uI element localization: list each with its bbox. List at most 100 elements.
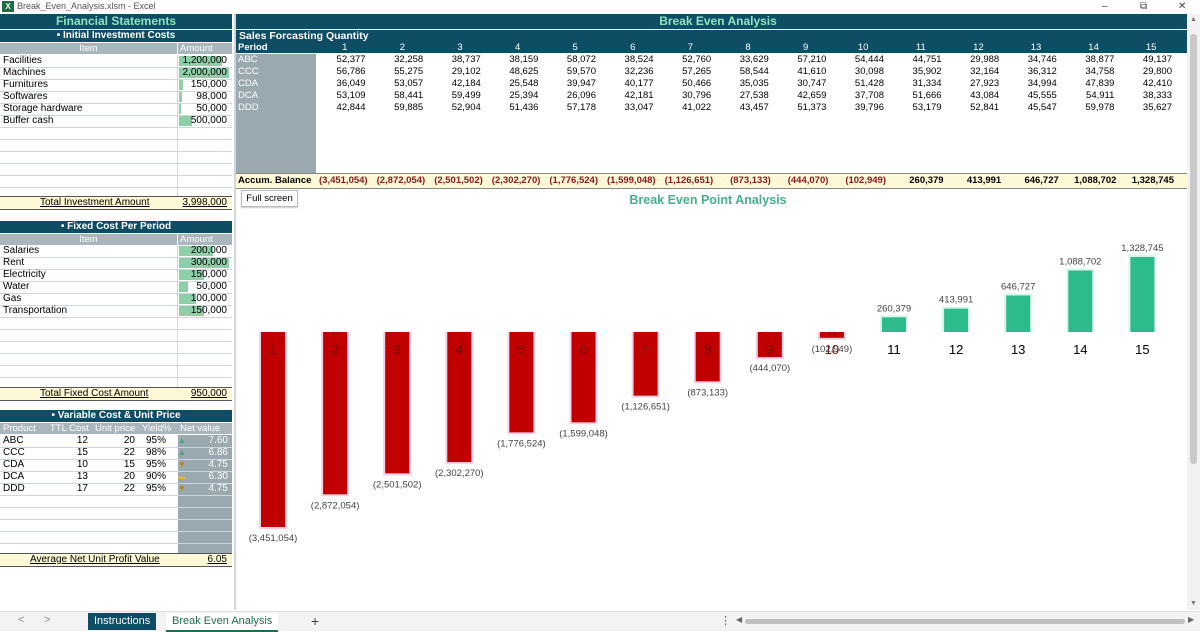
forecast-value[interactable]: 38,159 [509, 54, 539, 65]
tab-break-even-analysis[interactable]: Break Even Analysis [166, 613, 279, 632]
col-yield: Yield% [142, 423, 172, 434]
forecast-value[interactable]: 35,035 [739, 78, 769, 89]
forecast-value[interactable]: 59,570 [566, 66, 596, 77]
scroll-down-icon[interactable]: ▼ [1190, 600, 1197, 607]
forecast-value[interactable]: 44,751 [912, 54, 942, 65]
forecast-value[interactable]: 32,258 [394, 54, 424, 65]
forecast-value[interactable]: 41,610 [797, 66, 827, 77]
forecast-value[interactable]: 57,178 [566, 102, 596, 113]
horizontal-scroll-thumb[interactable] [745, 619, 1185, 624]
forecast-value[interactable]: 59,499 [451, 90, 481, 101]
forecast-value[interactable]: 25,394 [509, 90, 539, 101]
forecast-value[interactable]: 53,109 [336, 90, 366, 101]
forecast-value[interactable]: 45,555 [1027, 90, 1057, 101]
scroll-right-icon[interactable]: ▶ [1188, 615, 1195, 624]
full-screen-button[interactable]: Full screen [241, 190, 298, 207]
forecast-value[interactable]: 53,057 [394, 78, 424, 89]
forecast-value[interactable]: 52,841 [970, 102, 1000, 113]
forecast-value[interactable]: 29,988 [970, 54, 1000, 65]
forecast-value[interactable]: 32,164 [970, 66, 1000, 77]
forecast-value[interactable]: 58,441 [394, 90, 424, 101]
fixed-item-name: Gas [3, 293, 22, 304]
forecast-value[interactable]: 36,312 [1027, 66, 1057, 77]
forecast-value[interactable]: 31,334 [912, 78, 942, 89]
forecast-value[interactable]: 42,410 [1142, 78, 1172, 89]
forecast-value[interactable]: 38,877 [1085, 54, 1115, 65]
forecast-value[interactable]: 52,904 [451, 102, 481, 113]
forecast-value[interactable]: 59,978 [1085, 102, 1115, 113]
forecast-value[interactable]: 47,839 [1085, 78, 1115, 89]
forecast-value[interactable]: 42,659 [797, 90, 827, 101]
forecast-value[interactable]: 57,210 [797, 54, 827, 65]
scroll-up-icon[interactable]: ▲ [1190, 16, 1197, 23]
forecast-value[interactable]: 42,181 [624, 90, 654, 101]
period-header: 14 [1088, 42, 1099, 53]
forecast-value[interactable]: 58,544 [739, 66, 769, 77]
forecast-value[interactable]: 32,236 [624, 66, 654, 77]
forecast-value[interactable]: 30,796 [682, 90, 712, 101]
forecast-value[interactable]: 58,072 [566, 54, 596, 65]
forecast-value[interactable]: 43,084 [970, 90, 1000, 101]
forecast-value[interactable]: 48,625 [509, 66, 539, 77]
prev-sheet-icon[interactable]: < [18, 614, 25, 626]
forecast-value[interactable]: 40,177 [624, 78, 654, 89]
close-button[interactable]: ✕ [1178, 1, 1187, 12]
forecast-value[interactable]: 34,746 [1027, 54, 1057, 65]
forecast-value[interactable]: 56,786 [336, 66, 366, 77]
forecast-value[interactable]: 29,102 [451, 66, 481, 77]
forecast-value[interactable]: 50,466 [682, 78, 712, 89]
forecast-value[interactable]: 34,994 [1027, 78, 1057, 89]
add-sheet-icon[interactable]: + [311, 613, 320, 629]
next-sheet-icon[interactable]: > [44, 614, 51, 626]
tab-instructions[interactable]: Instructions [88, 613, 157, 630]
forecast-value[interactable]: 30,747 [797, 78, 827, 89]
forecast-value[interactable]: 29,800 [1142, 66, 1172, 77]
forecast-value[interactable]: 49,137 [1142, 54, 1172, 65]
forecast-value[interactable]: 45,547 [1027, 102, 1057, 113]
minimize-button[interactable]: – [1102, 1, 1108, 12]
forecast-value[interactable]: 33,047 [624, 102, 654, 113]
forecast-value[interactable]: 38,737 [451, 54, 481, 65]
forecast-value[interactable]: 52,377 [336, 54, 366, 65]
forecast-value[interactable]: 59,885 [394, 102, 424, 113]
forecast-value[interactable]: 26,096 [566, 90, 596, 101]
forecast-value[interactable]: 41,022 [682, 102, 712, 113]
forecast-value[interactable]: 51,666 [912, 90, 942, 101]
forecast-value[interactable]: 42,184 [451, 78, 481, 89]
data-label: 260,379 [877, 303, 911, 314]
forecast-value[interactable]: 51,373 [797, 102, 827, 113]
cell-separator [177, 127, 178, 139]
forecast-value[interactable]: 35,627 [1142, 102, 1172, 113]
accum-balance-value: 1,328,745 [1131, 175, 1174, 186]
forecast-value[interactable]: 39,947 [566, 78, 596, 89]
restore-button[interactable]: ⧉ [1140, 1, 1148, 12]
forecast-value[interactable]: 51,436 [509, 102, 539, 113]
forecast-value[interactable]: 35,902 [912, 66, 942, 77]
forecast-value[interactable]: 43,457 [739, 102, 769, 113]
amount-databar [179, 56, 222, 66]
forecast-value[interactable]: 52,760 [682, 54, 712, 65]
forecast-value[interactable]: 53,179 [912, 102, 942, 113]
forecast-value[interactable]: 33,629 [739, 54, 769, 65]
vertical-scroll-thumb[interactable] [1190, 34, 1197, 464]
forecast-value[interactable]: 51,428 [854, 78, 884, 89]
forecast-value[interactable]: 54,444 [854, 54, 884, 65]
forecast-value[interactable]: 37,708 [854, 90, 884, 101]
forecast-value[interactable]: 25,548 [509, 78, 539, 89]
forecast-value[interactable]: 36,049 [336, 78, 366, 89]
forecast-value[interactable]: 34,758 [1085, 66, 1115, 77]
forecast-value[interactable]: 57,265 [682, 66, 712, 77]
forecast-value[interactable]: 39,796 [854, 102, 884, 113]
window-title: Break_Even_Analysis.xlsm - Excel [17, 1, 156, 11]
forecast-value[interactable]: 38,524 [624, 54, 654, 65]
vertical-scrollbar[interactable]: ▲ ▼ [1187, 14, 1200, 610]
forecast-value[interactable]: 27,538 [739, 90, 769, 101]
forecast-value[interactable]: 30,098 [854, 66, 884, 77]
scroll-left-icon[interactable]: ◀ [736, 615, 743, 624]
forecast-value[interactable]: 38,333 [1142, 90, 1172, 101]
more-options-icon[interactable]: ⋮ [720, 615, 731, 627]
forecast-value[interactable]: 54,911 [1086, 90, 1115, 101]
forecast-value[interactable]: 42,844 [336, 102, 366, 113]
forecast-value[interactable]: 55,275 [394, 66, 424, 77]
forecast-value[interactable]: 27,923 [970, 78, 1000, 89]
